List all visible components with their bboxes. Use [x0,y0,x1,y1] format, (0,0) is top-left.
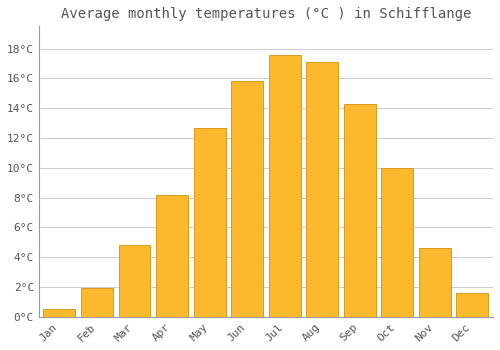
Bar [382,168,414,317]
Bar [81,288,113,317]
Bar [194,128,226,317]
Bar [306,62,338,317]
Bar [118,245,150,317]
Bar [44,309,76,317]
Bar [231,82,263,317]
Title: Average monthly temperatures (°C ) in Schifflange: Average monthly temperatures (°C ) in Sc… [60,7,471,21]
Bar [156,195,188,317]
Bar [268,55,300,317]
Bar [344,104,376,317]
Bar [456,293,488,317]
Bar [419,248,451,317]
